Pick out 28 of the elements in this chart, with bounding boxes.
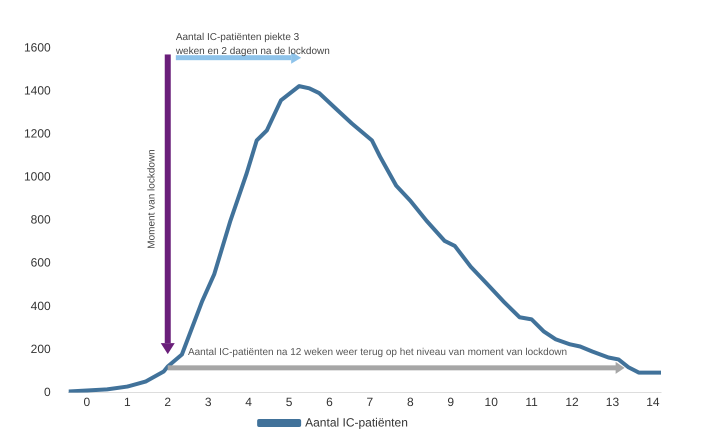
x-tick-label: 6 (326, 395, 334, 410)
annotation: Moment van lockdown (146, 149, 158, 248)
x-tick-label: 7 (366, 395, 374, 410)
y-tick-label: 1600 (24, 40, 52, 54)
y-tick-label: 400 (30, 298, 52, 313)
y-tick-label: 200 (30, 342, 52, 356)
x-tick-label: 5 (286, 395, 293, 410)
y-tick-label: 800 (30, 212, 52, 227)
x-tick-label: 11 (525, 395, 538, 410)
x-tick-label: 9 (447, 395, 454, 410)
y-tick-label: 600 (30, 256, 52, 270)
x-tick-label: 1 (124, 395, 131, 410)
x-tick-label: 4 (245, 395, 252, 410)
x-tick-label: 12 (565, 395, 580, 410)
x-tick-label: 2 (164, 395, 172, 410)
legend-label: Aantal IC-patiënten (305, 415, 408, 430)
x-tick-label: 3 (204, 395, 212, 410)
y-tick-label: 0 (44, 384, 52, 399)
y-tick-label: 1200 (24, 126, 52, 140)
x-tick-label: 0 (84, 395, 91, 410)
x-tick-label: 13 (606, 395, 620, 410)
annotation: Aantal IC-patiënten na 12 weken weer terug op het niveau van moment van lockdown (188, 346, 568, 358)
y-tick-label: 1000 (24, 170, 52, 184)
x-tick-label: 14 (646, 395, 660, 410)
x-tick-label: 8 (406, 395, 414, 410)
annotation: Aantal IC-patiënten piekte 3 weken en 2 dagen na de lockdown (176, 30, 330, 59)
x-tick-label: 10 (484, 395, 498, 410)
y-tick-label: 1400 (24, 83, 52, 98)
